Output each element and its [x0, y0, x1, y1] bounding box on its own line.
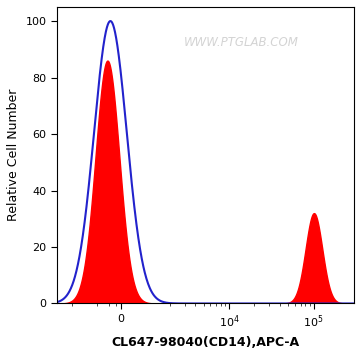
Text: WWW.PTGLAB.COM: WWW.PTGLAB.COM [184, 36, 299, 49]
X-axis label: CL647-98040(CD14),APC-A: CL647-98040(CD14),APC-A [112, 336, 300, 349]
Y-axis label: Relative Cell Number: Relative Cell Number [7, 89, 20, 221]
